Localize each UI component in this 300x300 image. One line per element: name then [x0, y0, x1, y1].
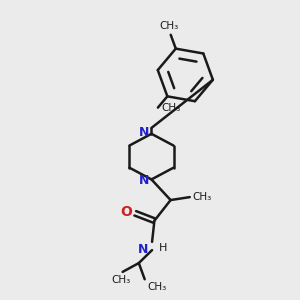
Text: H: H: [158, 243, 167, 253]
Text: N: N: [138, 243, 148, 256]
Text: CH₃: CH₃: [160, 21, 179, 31]
Text: O: O: [120, 205, 132, 219]
Text: CH₃: CH₃: [161, 103, 181, 112]
Text: N: N: [139, 126, 149, 139]
Text: CH₃: CH₃: [192, 192, 212, 202]
Text: CH₃: CH₃: [112, 275, 131, 285]
Text: N: N: [139, 174, 149, 187]
Text: CH₃: CH₃: [148, 282, 167, 292]
